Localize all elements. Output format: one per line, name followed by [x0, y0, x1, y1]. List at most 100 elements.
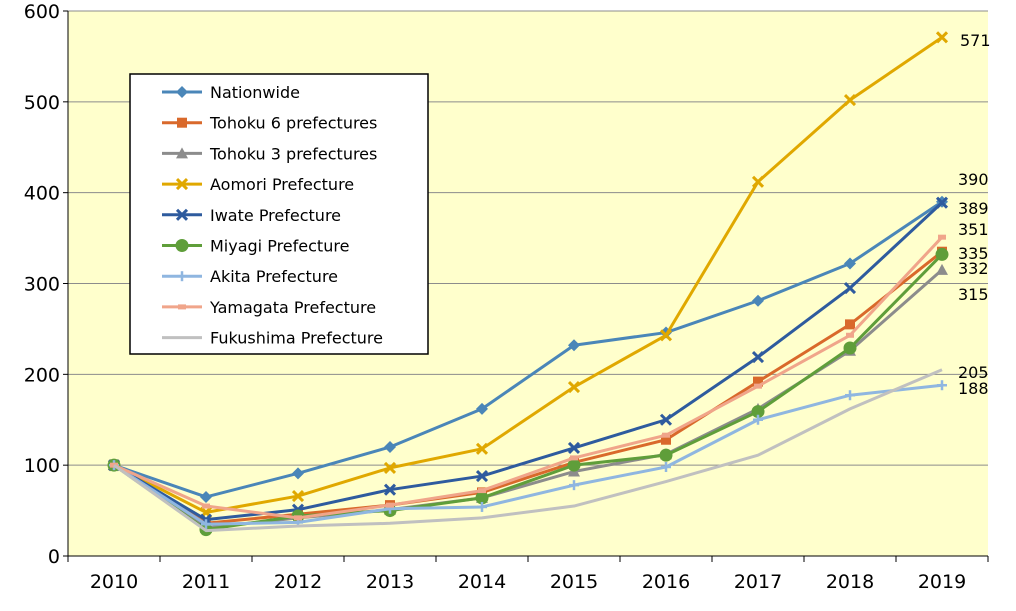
series-line	[113, 201, 944, 522]
series-line	[113, 36, 943, 514]
data-point	[661, 461, 671, 472]
legend-label: Akita Prefecture	[210, 267, 338, 286]
legend-item: Fukushima Prefecture	[162, 329, 383, 348]
end-value-label: 315	[958, 285, 989, 304]
data-point	[475, 491, 489, 505]
data-point	[175, 178, 189, 191]
legend-item: Nationwide	[162, 83, 300, 102]
legend-label: Tohoku 3 prefectures	[209, 144, 377, 163]
data-point	[478, 488, 486, 494]
series-line	[113, 250, 943, 525]
data-point	[845, 319, 855, 330]
y-tick-label: 400	[24, 183, 60, 205]
y-tick-label: 100	[24, 455, 60, 477]
legend-item: Aomori Prefecture	[162, 175, 354, 194]
data-point	[177, 271, 187, 282]
series-lines	[107, 31, 949, 537]
data-point	[751, 175, 765, 188]
data-point	[753, 376, 763, 387]
data-point	[751, 351, 765, 364]
legend-label: Iwate Prefecture	[210, 206, 341, 225]
legend-item: Miyagi Prefecture	[162, 237, 349, 256]
data-point	[202, 503, 210, 509]
series-line	[113, 236, 944, 520]
data-point	[177, 117, 187, 128]
data-point	[845, 390, 855, 401]
legend-item: Tohoku 3 prefectures	[162, 144, 377, 163]
legend-label: Miyagi Prefecture	[210, 237, 349, 256]
data-point	[294, 515, 302, 521]
y-tick-label: 600	[24, 1, 60, 23]
series-fukushima-prefecture	[113, 368, 943, 533]
data-point	[935, 247, 949, 261]
data-point	[477, 501, 487, 512]
data-point	[752, 294, 764, 307]
end-value-label: 205	[958, 363, 989, 382]
data-point	[567, 458, 581, 472]
x-tick-label: 2016	[642, 571, 690, 593]
data-point	[753, 414, 763, 425]
series-line	[113, 200, 943, 499]
data-point	[386, 502, 394, 508]
data-point	[178, 304, 186, 310]
y-axis-tick-labels: 0 100 200 300 400 500 600	[24, 1, 60, 568]
legend-label: Aomori Prefecture	[210, 175, 354, 194]
end-value-label: 390	[958, 170, 989, 189]
data-point	[176, 86, 188, 98]
series-line	[113, 383, 943, 526]
data-point	[567, 441, 581, 454]
data-point	[843, 93, 857, 107]
end-value-label: 335	[958, 244, 989, 263]
x-axis-tick-labels: 2010 2011 2012 2013 2014 2015 2016 2017 2018 2019	[90, 571, 966, 593]
data-point	[176, 147, 188, 159]
data-point	[938, 234, 946, 240]
end-value-label: 332	[958, 259, 989, 278]
x-tick-label: 2019	[918, 571, 966, 593]
data-point	[383, 461, 397, 474]
y-tick-label: 200	[24, 364, 60, 386]
data-point	[567, 380, 581, 394]
end-value-label: 188	[958, 379, 989, 398]
data-point	[843, 281, 857, 295]
data-point	[937, 380, 947, 391]
y-tick-label: 0	[48, 546, 60, 568]
series-line	[113, 368, 943, 533]
data-point	[935, 196, 949, 209]
data-point	[383, 483, 397, 496]
data-point	[175, 239, 189, 252]
data-point	[661, 434, 671, 445]
data-point	[475, 470, 489, 483]
data-point	[570, 455, 578, 461]
data-point	[935, 31, 949, 44]
axes	[63, 10, 989, 562]
x-tick-label: 2012	[274, 571, 322, 593]
data-point	[754, 383, 762, 389]
data-point	[476, 402, 488, 415]
legend-item: Iwate Prefecture	[162, 206, 341, 225]
data-point	[200, 490, 212, 503]
end-value-label: 351	[958, 220, 989, 239]
y-tick-label: 500	[24, 92, 60, 114]
data-point	[569, 480, 579, 491]
legend-label: Yamagata Prefecture	[209, 298, 376, 317]
data-point	[662, 432, 670, 438]
data-point	[843, 341, 857, 355]
x-tick-label: 2010	[90, 571, 138, 593]
data-point	[659, 413, 673, 426]
x-tick-label: 2014	[458, 571, 506, 593]
x-tick-label: 2015	[550, 571, 598, 593]
end-value-label: 571	[960, 31, 991, 50]
end-value-label: 389	[958, 199, 989, 218]
data-point	[844, 257, 856, 270]
data-point	[201, 519, 211, 530]
x-tick-label: 2011	[182, 571, 230, 593]
data-point	[291, 489, 305, 503]
legend-label: Tohoku 6 prefectures	[209, 114, 377, 133]
data-point	[175, 208, 189, 221]
legend-item: Tohoku 6 prefectures	[162, 114, 377, 133]
data-point	[846, 332, 854, 338]
data-point	[384, 441, 396, 453]
x-tick-label: 2017	[734, 571, 782, 593]
